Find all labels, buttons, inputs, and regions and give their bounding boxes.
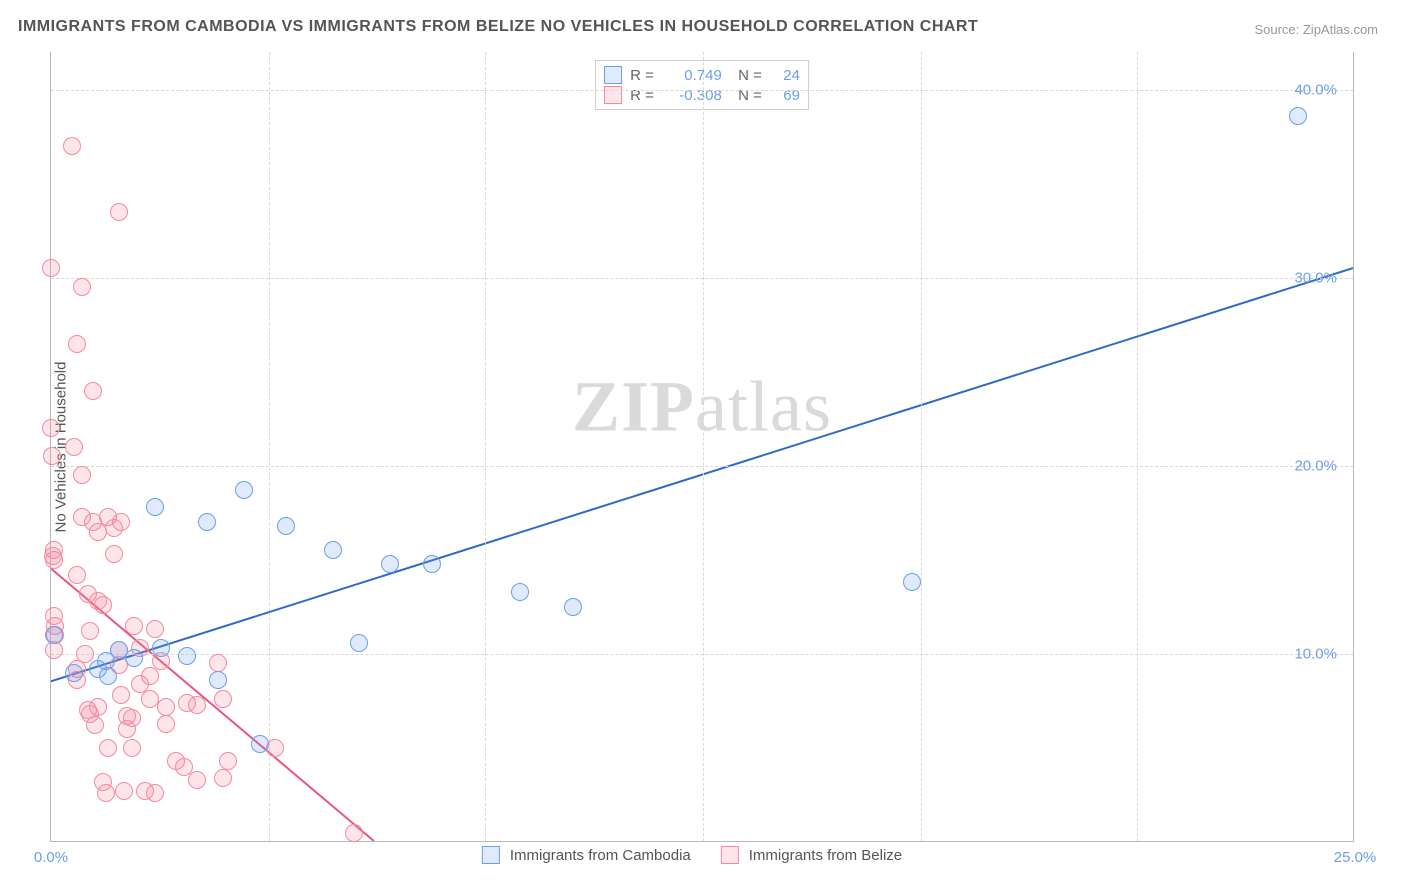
scatter-point-belize [214,769,232,787]
legend-label-belize: Immigrants from Belize [749,847,902,864]
scatter-point-belize [110,203,128,221]
scatter-point-belize [112,513,130,531]
scatter-point-belize [73,278,91,296]
scatter-point-belize [94,596,112,614]
scatter-point-belize [45,551,63,569]
gridline-vertical [921,52,922,841]
scatter-point-belize [209,654,227,672]
gridline-vertical [1137,52,1138,841]
y-tick-label: 10.0% [1294,645,1337,662]
scatter-point-belize [146,620,164,638]
scatter-point-cambodia [99,667,117,685]
scatter-point-belize [266,739,284,757]
scatter-point-cambodia [324,541,342,559]
scatter-point-belize [105,545,123,563]
swatch-cambodia [604,66,622,84]
scatter-point-belize [188,771,206,789]
x-tick-label: 25.0% [1334,849,1377,866]
scatter-point-belize [123,739,141,757]
gridline-horizontal [51,90,1353,91]
scatter-point-cambodia [198,513,216,531]
scatter-point-belize [84,382,102,400]
scatter-point-belize [214,690,232,708]
trendline-cambodia [51,268,1353,681]
scatter-point-belize [81,622,99,640]
gridline-horizontal [51,654,1353,655]
y-tick-label: 20.0% [1294,457,1337,474]
scatter-point-cambodia [381,555,399,573]
stats-n-prefix: N = [730,67,762,84]
scatter-point-belize [97,784,115,802]
scatter-point-cambodia [235,481,253,499]
scatter-point-belize [188,696,206,714]
plot-area: No Vehicles in Household ZIPatlas R =0.7… [50,52,1354,842]
stats-n-value-cambodia: 24 [770,67,800,84]
scatter-point-belize [345,824,363,842]
legend-label-cambodia: Immigrants from Cambodia [510,847,691,864]
gridline-vertical [269,52,270,841]
scatter-point-belize [146,784,164,802]
scatter-point-belize [63,137,81,155]
scatter-point-cambodia [251,735,269,753]
watermark: ZIPatlas [572,366,832,449]
scatter-point-belize [68,335,86,353]
legend-swatch-belize [721,846,739,864]
y-tick-label: 30.0% [1294,269,1337,286]
stats-r-prefix: R = [630,67,654,84]
scatter-point-cambodia [564,598,582,616]
scatter-point-belize [86,716,104,734]
scatter-point-belize [115,782,133,800]
scatter-point-cambodia [903,573,921,591]
scatter-point-belize [123,709,141,727]
scatter-point-cambodia [152,639,170,657]
scatter-point-cambodia [209,671,227,689]
gridline-horizontal [51,278,1353,279]
source-label: Source: ZipAtlas.com [1254,22,1378,37]
scatter-point-cambodia [277,517,295,535]
scatter-point-cambodia [178,647,196,665]
legend-swatch-cambodia [482,846,500,864]
scatter-point-belize [157,698,175,716]
scatter-point-belize [68,566,86,584]
stats-row-belize: R =-0.308 N =69 [604,85,800,105]
watermark-zip: ZIP [572,367,695,447]
scatter-point-cambodia [1289,107,1307,125]
watermark-atlas: atlas [695,367,832,447]
scatter-point-cambodia [146,498,164,516]
scatter-point-belize [99,739,117,757]
scatter-point-cambodia [423,555,441,573]
scatter-point-cambodia [45,626,63,644]
scatter-point-belize [112,686,130,704]
scatter-point-belize [65,438,83,456]
scatter-point-cambodia [125,649,143,667]
scatter-point-belize [125,617,143,635]
gridline-vertical [485,52,486,841]
scatter-point-belize [219,752,237,770]
stats-row-cambodia: R = 0.749 N = 24 [604,65,800,85]
scatter-point-belize [89,698,107,716]
scatter-point-belize [42,259,60,277]
stats-legend: R = 0.749 N = 24R =-0.308 N =69 [595,60,809,110]
scatter-point-cambodia [65,664,83,682]
scatter-point-belize [45,607,63,625]
scatter-point-belize [73,466,91,484]
chart-title: IMMIGRANTS FROM CAMBODIA VS IMMIGRANTS F… [18,18,978,36]
gridline-horizontal [51,466,1353,467]
gridline-vertical [703,52,704,841]
scatter-point-belize [157,715,175,733]
x-tick-label: 0.0% [34,849,68,866]
bottom-legend: Immigrants from Cambodia Immigrants from … [482,846,922,864]
scatter-point-belize [43,447,61,465]
scatter-point-belize [42,419,60,437]
stats-r-value-cambodia: 0.749 [662,67,722,84]
y-tick-label: 40.0% [1294,81,1337,98]
scatter-point-belize [141,667,159,685]
scatter-point-cambodia [350,634,368,652]
scatter-point-cambodia [511,583,529,601]
trendlines-svg [51,52,1353,841]
